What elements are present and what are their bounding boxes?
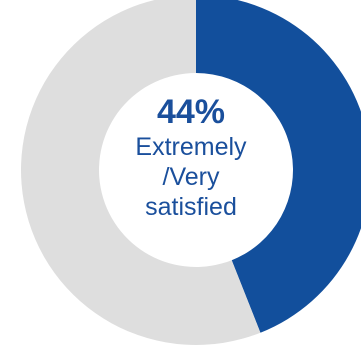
center-label-line-1: Extremely xyxy=(135,133,247,161)
center-label-line-3: satisfied xyxy=(145,193,237,221)
donut-slice-2 xyxy=(21,0,261,345)
center-label: 44% Extremely /Very satisfied xyxy=(106,92,276,222)
center-percentage: 44% xyxy=(156,93,226,131)
center-label-line-2: /Very xyxy=(162,163,220,191)
donut-slice-1 xyxy=(196,0,361,333)
